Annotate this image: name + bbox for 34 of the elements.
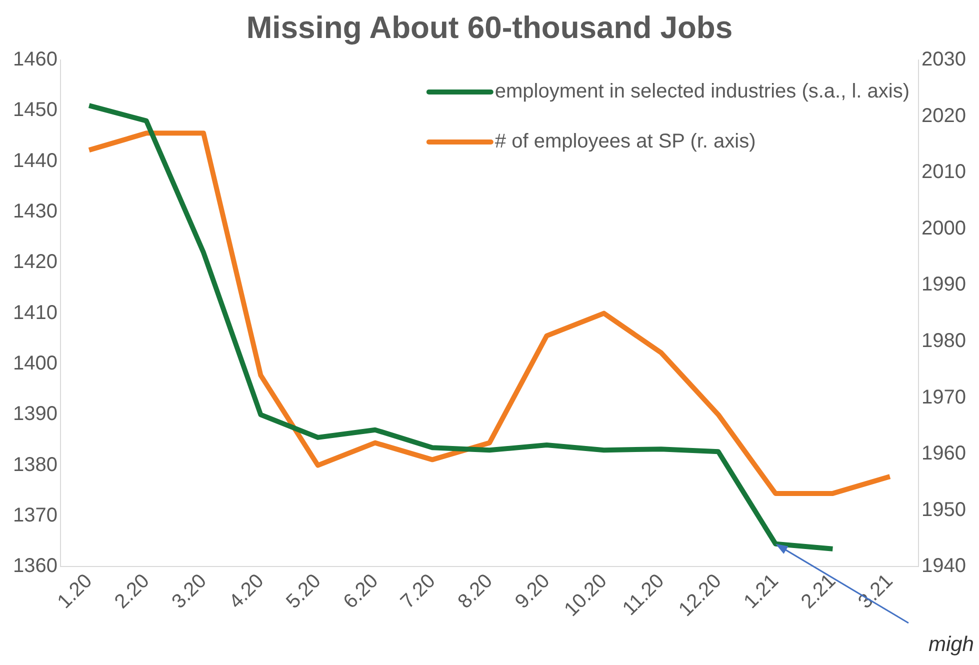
y2-tick-label: 1950	[922, 498, 966, 521]
y2-tick-label: 1970	[922, 386, 966, 408]
y-tick-label: 1400	[12, 352, 58, 374]
legend-label: # of employees at SP (r. axis)	[494, 130, 756, 153]
x-tick-label: 6.20	[339, 570, 383, 614]
y-tick-label: 1410	[12, 302, 58, 324]
x-tick-label: 5.20	[282, 570, 326, 614]
legend-label: employment in selected industries (s.a., l. axis)	[494, 80, 910, 103]
x-tick-label: 7.20	[396, 570, 440, 614]
y-tick-label: 1420	[12, 251, 58, 274]
y-tick-label: 1360	[12, 555, 58, 578]
y-tick-label: 1390	[12, 403, 58, 426]
x-tick-label: 1.21	[740, 570, 783, 614]
y2-tick-label: 1940	[922, 555, 966, 578]
y-tick-label: 1440	[12, 150, 58, 172]
y2-tick-label: 1980	[922, 330, 966, 352]
y-tick-label: 1370	[12, 504, 58, 526]
y2-tick-label: 2010	[922, 161, 966, 184]
y-tick-label: 1380	[12, 454, 58, 476]
annotation: migh	[928, 633, 974, 656]
y-tick-label: 1460	[12, 48, 58, 71]
x-tick-label: 9.20	[511, 570, 554, 614]
y2-tick-label: 2030	[922, 48, 966, 71]
y-tick-label: 1450	[12, 99, 58, 122]
y2-tick-label: 1990	[922, 274, 966, 296]
x-tick-label: 4.20	[225, 570, 268, 614]
x-tick-label: 3.20	[168, 570, 211, 614]
y2-tick-label: 2020	[922, 104, 966, 127]
chart-title: Missing About 60-thousand Jobs	[245, 10, 734, 46]
x-tick-label: 2.21	[797, 570, 840, 614]
x-tick-label: 8.20	[454, 570, 497, 614]
y2-tick-label: 1960	[922, 442, 966, 465]
y-tick-label: 1430	[12, 200, 58, 223]
y2-tick-label: 2000	[922, 217, 966, 240]
